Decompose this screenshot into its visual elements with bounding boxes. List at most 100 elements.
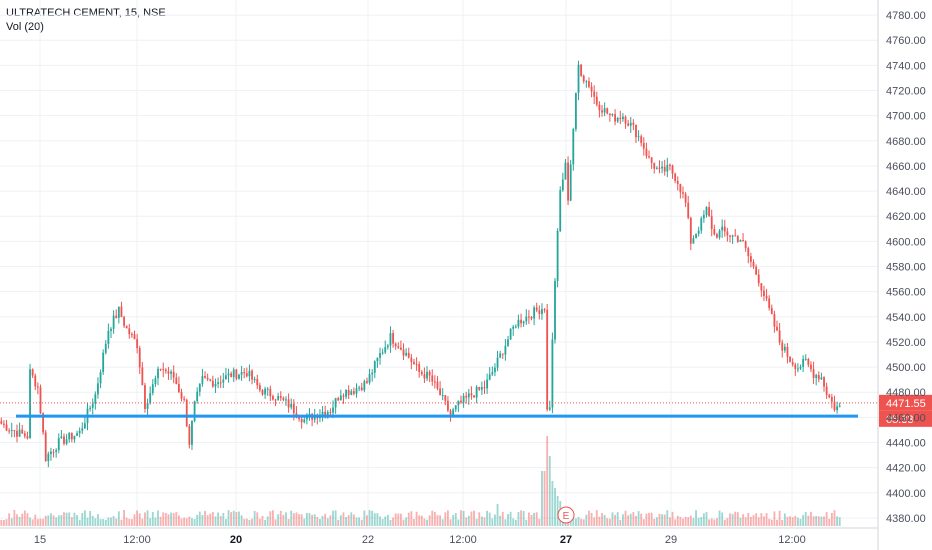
volume-bar (298, 514, 300, 526)
volume-bar (585, 514, 588, 526)
candle-body (52, 451, 55, 453)
candle-body (274, 399, 277, 401)
volume-bar (10, 518, 13, 526)
candle-body (452, 409, 455, 415)
candle-body (211, 380, 214, 387)
candle-body (89, 407, 92, 409)
candle-body (146, 403, 149, 409)
price-tick-label: 4480.00 (886, 387, 926, 399)
candle-body (243, 372, 246, 374)
price-tick-label: 4440.00 (886, 438, 926, 450)
volume-bar (799, 518, 802, 526)
volume-bar (796, 517, 799, 526)
volume-bar (321, 515, 324, 526)
volume-bar (290, 510, 293, 526)
candle-body (175, 377, 178, 385)
candle-body (770, 307, 773, 315)
candle-body (765, 296, 768, 299)
candle-body (710, 216, 713, 229)
candle-body (204, 376, 206, 378)
volume-bar (311, 514, 314, 526)
candle-body (548, 407, 551, 410)
volume-bar (653, 518, 656, 526)
volume-bar (394, 513, 397, 526)
volume-bar (444, 512, 447, 526)
volume-bar (747, 512, 750, 526)
volume-bar (319, 519, 321, 526)
candle-body (836, 406, 838, 411)
candle-body (768, 298, 771, 308)
candle-body (162, 368, 165, 370)
candle-body (379, 353, 381, 358)
candle-body (256, 378, 259, 386)
volume-bar (204, 510, 206, 526)
candle-body (60, 436, 63, 439)
volume-bar (452, 514, 455, 526)
volume-bar (619, 519, 622, 526)
volume-bar (238, 511, 240, 526)
candle-body (433, 381, 436, 383)
volume-bar (303, 518, 306, 526)
candle-body (734, 235, 737, 237)
volume-bar (682, 518, 684, 526)
volume-bar (256, 512, 259, 526)
volume-bar (765, 513, 768, 526)
candle-body (225, 375, 227, 380)
candle-body (339, 395, 342, 401)
volume-bar (154, 517, 157, 526)
candle-body (170, 371, 172, 374)
volume-bar (731, 514, 734, 526)
volume-bar (112, 516, 115, 526)
candle-body (494, 367, 496, 373)
candle-body (97, 383, 99, 395)
candle-body (287, 399, 290, 408)
volume-bar (136, 510, 139, 526)
candle-body (352, 391, 355, 394)
volume-bar (76, 515, 78, 526)
volume-bar (574, 518, 577, 526)
price-tick-label: 4380.00 (886, 513, 926, 525)
candle-body (833, 401, 836, 411)
volume-bar (608, 518, 611, 526)
candle-body (757, 274, 760, 284)
volume-bar (151, 512, 154, 526)
candle-body (689, 217, 692, 244)
time-tick-label: 22 (362, 534, 374, 546)
volume-bar (734, 511, 737, 526)
volume-bar (807, 515, 810, 526)
volume-bar (622, 514, 624, 526)
candle-body (817, 375, 820, 380)
time-tick-label: 12:00 (449, 534, 477, 546)
volume-bar (50, 513, 52, 526)
candle-body (729, 235, 731, 237)
volume-bar (522, 511, 525, 526)
candle-body (786, 346, 789, 357)
candle-body (172, 371, 175, 378)
volume-bar (770, 519, 773, 526)
candle-body (21, 429, 24, 434)
candle-body (196, 391, 199, 402)
candle-body (475, 386, 478, 398)
volume-bar (381, 518, 384, 526)
candle-body (533, 307, 536, 319)
candle-body (752, 261, 755, 267)
candle-body (791, 362, 794, 365)
volume-bar (642, 519, 645, 526)
volume-bar (115, 518, 118, 526)
volume-bar (313, 514, 316, 526)
candle-body (342, 395, 345, 397)
candle-body (554, 281, 556, 340)
volume-bar (373, 513, 376, 526)
candle-body (504, 345, 507, 355)
volume-bar (29, 517, 31, 526)
time-tick-label: 12:00 (123, 534, 151, 546)
volume-bar (556, 496, 559, 526)
volume-bar (525, 519, 528, 526)
volume-bar (760, 513, 763, 526)
candle-body (26, 436, 29, 439)
volume-bar (128, 518, 131, 526)
candle-body (235, 369, 238, 379)
volume-bar (55, 517, 58, 526)
volume-bar (692, 518, 695, 526)
